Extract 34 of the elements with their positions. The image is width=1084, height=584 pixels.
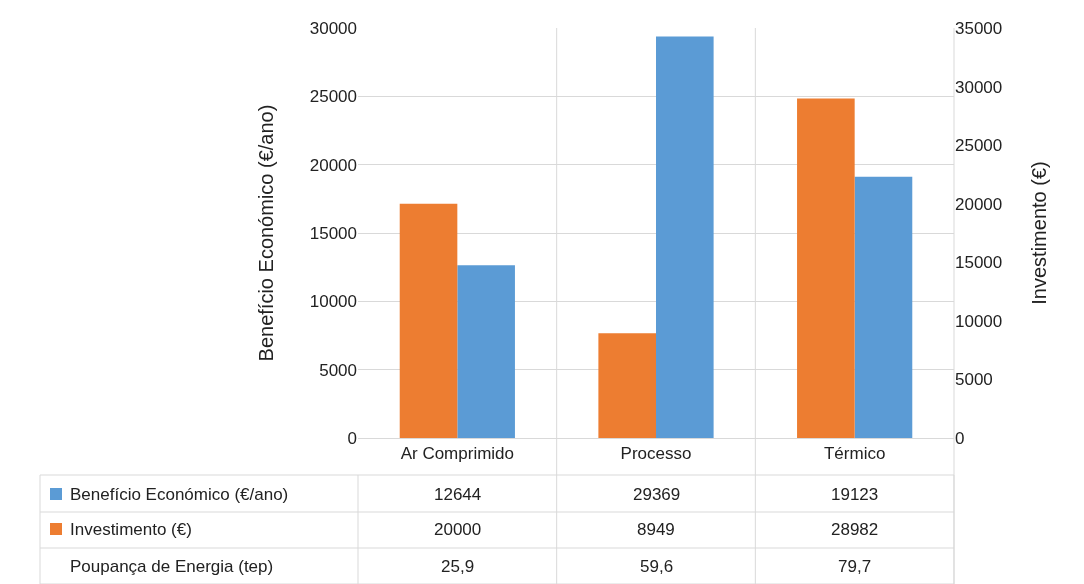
data-label: 29369 — [633, 485, 681, 504]
y2-tick-label: 25000 — [955, 136, 1003, 156]
y-axis-title: Benefício Económico (€/ano) — [255, 104, 278, 362]
x-tick-label: Ar Comprimido — [400, 444, 515, 464]
y-tick-label: 10000 — [309, 292, 357, 312]
legend-label: Benefício Económico (€/ano) — [70, 485, 289, 504]
y2-axis-title: Investimento (€) — [1027, 161, 1050, 305]
y-tick-label: 0 — [347, 428, 357, 448]
data-label: 8949 — [637, 520, 675, 539]
y2-tick-label: 10000 — [955, 311, 1003, 331]
data-label: 28982 — [831, 520, 879, 539]
y2-tick-label: 15000 — [955, 253, 1003, 273]
y-tick-label: 30000 — [309, 18, 357, 38]
x-tick-label: Processo — [620, 444, 692, 464]
data-label: 20000 — [434, 520, 482, 539]
y2-tick-label: 0 — [955, 428, 965, 448]
y2-tick-label: 30000 — [955, 77, 1003, 97]
y-tick-label: 25000 — [309, 87, 357, 107]
y2-tick-label: 20000 — [955, 194, 1003, 214]
text: Poupança de Energia (tep) — [70, 557, 274, 576]
data-label: 12644 — [434, 485, 482, 504]
data-label: 19123 — [831, 485, 879, 504]
y2-tick-label: 35000 — [955, 18, 1003, 38]
y2-tick-label: 5000 — [955, 370, 993, 390]
x-tick-label: Térmico — [823, 444, 886, 464]
bar — [656, 36, 714, 438]
legend-label: Investimento (€) — [70, 520, 192, 539]
y-tick-label: 15000 — [309, 223, 357, 243]
text: 25,9 — [441, 557, 475, 576]
y-tick-label: 5000 — [319, 360, 357, 380]
text: 59,6 — [640, 557, 674, 576]
bar — [598, 333, 656, 438]
text: 79,7 — [838, 557, 872, 576]
y-tick-label: 20000 — [309, 155, 357, 175]
